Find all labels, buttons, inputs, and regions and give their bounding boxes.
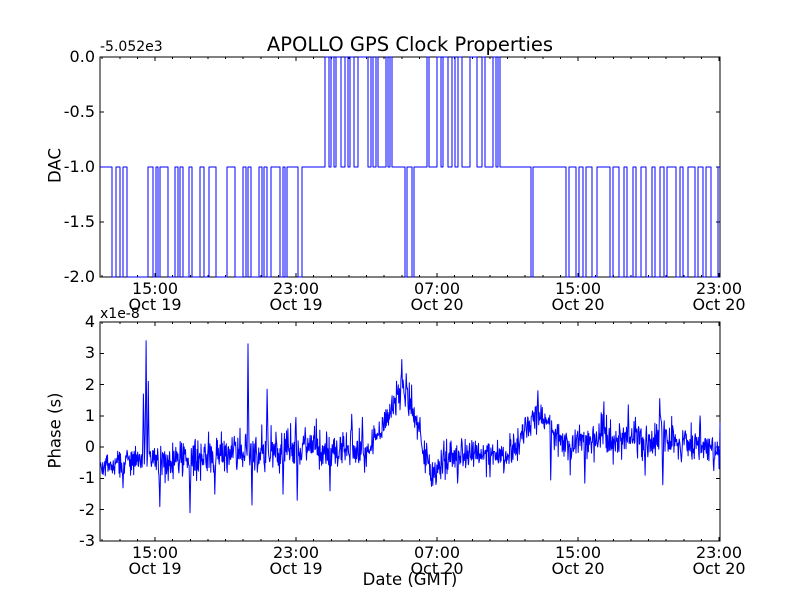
x-tick-time: 23:00: [695, 279, 743, 298]
y-tick-label: -2.0: [63, 267, 95, 286]
y-tick-label: -0.5: [63, 102, 95, 121]
x-tick-time: 23:00: [272, 543, 320, 562]
x-tick-label: 15:00 Oct 19: [113, 281, 197, 313]
x-tick-date: Oct 20: [692, 559, 746, 578]
y-tick-label: -1.0: [63, 157, 95, 176]
y-tick-label: 1: [84, 405, 95, 425]
x-tick-label: 23:00 Oct 20: [677, 281, 761, 313]
x-tick-date: Oct 20: [551, 559, 605, 578]
x-tick-label: 23:00 Oct 19: [254, 281, 338, 313]
x-tick-date: Oct 20: [551, 295, 605, 314]
x-tick-date: Oct 19: [269, 559, 323, 578]
y-tick-label: 3: [84, 343, 95, 363]
bottom-multiplier-text: x1e-8: [100, 306, 140, 322]
chart-title: APOLLO GPS Clock Properties: [266, 33, 554, 56]
top-offset-text: -5.052e3: [100, 39, 163, 55]
x-tick-time: 23:00: [272, 279, 320, 298]
y-tick-label: 0.0: [69, 47, 95, 66]
x-tick-time: 15:00: [131, 543, 179, 562]
top-dac-line: [100, 56, 720, 278]
x-tick-time: 15:00: [554, 279, 602, 298]
x-tick-date: Oct 19: [269, 295, 323, 314]
x-tick-label: 23:00 Oct 19: [254, 545, 338, 577]
x-tick-date: Oct 20: [410, 295, 464, 314]
x-tick-date: Oct 20: [410, 559, 464, 578]
y-tick-label: -1.5: [63, 212, 95, 231]
y-tick-label: 2: [84, 374, 95, 394]
y-tick-label: -3: [79, 531, 95, 550]
x-tick-label: 15:00 Oct 19: [113, 545, 197, 577]
y-tick-label: 0: [84, 437, 95, 457]
x-tick-date: Oct 19: [128, 559, 182, 578]
x-tick-label: 07:00 Oct 20: [395, 281, 479, 313]
x-tick-time: 07:00: [413, 279, 461, 298]
y-tick-label: -1: [79, 468, 95, 488]
x-tick-time: 07:00: [413, 543, 461, 562]
x-tick-time: 15:00: [131, 279, 179, 298]
x-tick-label: 15:00 Oct 20: [536, 281, 620, 313]
x-tick-date: Oct 20: [692, 295, 746, 314]
bottom-phase-line: [99, 340, 721, 514]
x-tick-time: 15:00: [554, 543, 602, 562]
x-tick-time: 23:00: [695, 543, 743, 562]
x-axis-label: Date (GMT): [362, 570, 458, 589]
y-tick-label: 4: [84, 312, 95, 331]
x-tick-date: Oct 19: [128, 295, 182, 314]
x-tick-label: 15:00 Oct 20: [536, 545, 620, 577]
y-tick-label: -2: [79, 499, 95, 519]
x-tick-label: 07:00 Oct 20: [395, 545, 479, 577]
x-tick-label: 23:00 Oct 20: [677, 545, 761, 577]
